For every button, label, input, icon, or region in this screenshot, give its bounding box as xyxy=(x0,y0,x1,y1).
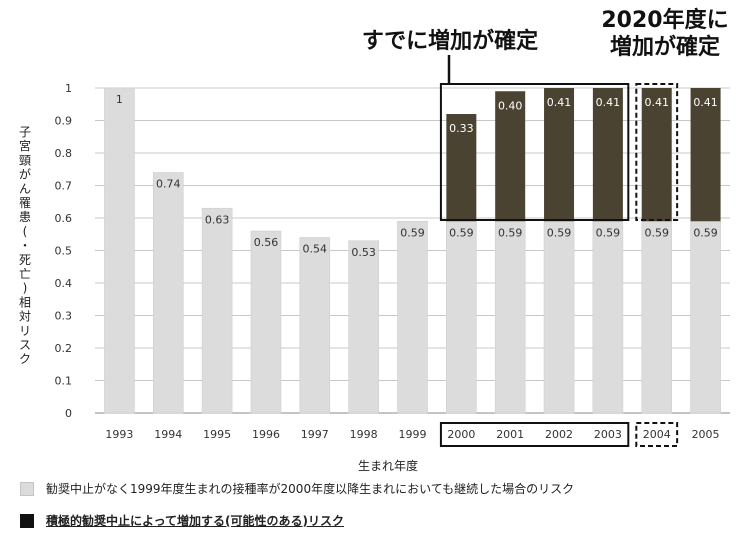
y-axis-label-char: 頸 xyxy=(19,153,31,167)
x-tick-label: 2005 xyxy=(692,428,720,441)
y-axis-label-char: 死 xyxy=(19,253,31,267)
x-tick-label: 1999 xyxy=(399,428,427,441)
data-label: 0.74 xyxy=(156,178,181,191)
y-tick-label: 0.8 xyxy=(55,147,73,160)
y-axis-label-char: 対 xyxy=(19,310,31,324)
y-axis-label-char: ク xyxy=(19,352,31,366)
annotation-box-dashed xyxy=(635,83,679,221)
data-label: 0.41 xyxy=(644,96,669,109)
axes: 0 0.1 0.2 0.3 0.4 0.5 0.6 0.7 0.8 0.9 1 1993 1994 199… xyxy=(55,82,720,441)
x-tick-label: 1993 xyxy=(105,428,133,441)
data-label: 0.59 xyxy=(693,226,718,239)
bar-increased-risk xyxy=(544,88,575,222)
bar-baseline-risk xyxy=(641,220,673,414)
data-label: 0.56 xyxy=(254,236,279,249)
bar-baseline-risk xyxy=(543,220,575,414)
x-tick-label: 2004 xyxy=(643,428,671,441)
data-label: 0.59 xyxy=(449,226,474,239)
data-label: 0.41 xyxy=(596,96,621,109)
legend-item-baseline-risk: 勧奨中止がなく1999年度生まれの接種率が2000年度以降生まれにおいても継続し… xyxy=(20,480,574,497)
data-label: 0.33 xyxy=(449,122,474,135)
bar-increased-risk xyxy=(690,88,721,222)
y-axis-label-char: 宮 xyxy=(19,138,31,153)
legend-item-increased-risk: 積極的勧奨中止によって増加する(可能性のある)リスク xyxy=(20,512,344,529)
data-label: 0.41 xyxy=(547,96,572,109)
annotation-axis-box-dashed xyxy=(635,422,679,447)
bar-baseline-risk xyxy=(299,237,331,414)
bar-baseline-risk xyxy=(446,220,477,414)
data-label: 0.59 xyxy=(547,226,572,239)
data-label: 0.40 xyxy=(498,99,523,112)
y-axis-label-char: 相 xyxy=(19,295,31,309)
x-tick-label: 2000 xyxy=(447,428,475,441)
y-tick-label: 0.3 xyxy=(55,310,73,323)
annotation-title: すでに増加が確定 xyxy=(362,28,538,54)
x-tick-label: 1994 xyxy=(154,428,182,441)
data-label: 0.63 xyxy=(205,213,230,226)
bars: 1 0.74 0.63 0.56 0.54 0.53 0.59 0.59 0.33 0.59 0.4… xyxy=(104,87,721,414)
y-axis-label-char: 亡 xyxy=(19,267,31,281)
bar-increased-risk xyxy=(446,114,477,222)
bar-baseline-risk xyxy=(250,230,282,414)
data-label: 0.59 xyxy=(400,226,425,239)
x-tick-label: 1995 xyxy=(203,428,231,441)
data-label: 0.54 xyxy=(303,243,328,256)
y-axis-label-char: ( xyxy=(23,224,28,238)
bar-baseline-risk xyxy=(152,172,184,414)
y-tick-label: 0 xyxy=(65,407,72,420)
x-tick-label: 1996 xyxy=(252,428,280,441)
bar-baseline-risk xyxy=(397,220,428,414)
y-axis-label-char: ん xyxy=(19,182,31,196)
bar-baseline-risk xyxy=(494,220,526,414)
annotation-title: 増加が確定 xyxy=(610,34,720,60)
y-tick-label: 0.5 xyxy=(55,245,73,258)
y-axis-label-char: ス xyxy=(19,338,31,352)
data-label: 0.59 xyxy=(644,226,669,239)
bar-increased-risk xyxy=(495,91,526,222)
bar-increased-risk xyxy=(592,88,623,222)
y-axis-label: 子宮頸がん罹患(・死亡)相対リスク xyxy=(19,125,31,366)
bar-baseline-risk xyxy=(592,220,624,414)
data-label: 0.59 xyxy=(498,226,523,239)
data-label: 0.53 xyxy=(351,246,376,259)
y-axis-label-char: が xyxy=(19,167,31,182)
legend-label: 積極的勧奨中止によって増加する(可能性のある)リスク xyxy=(46,514,345,528)
y-tick-label: 0.9 xyxy=(55,115,73,128)
x-tick-label: 2003 xyxy=(594,428,622,441)
bar-baseline-risk xyxy=(690,220,721,414)
y-tick-label: 0.7 xyxy=(55,180,73,193)
y-tick-label: 1 xyxy=(65,82,72,95)
y-axis-label-char: 患 xyxy=(19,210,31,224)
bar-baseline-risk xyxy=(104,87,135,414)
bar-baseline-risk xyxy=(201,207,233,414)
legend-swatch-light xyxy=(20,481,34,496)
y-tick-label: 0.4 xyxy=(55,277,73,290)
y-axis-label-char: ) xyxy=(23,281,28,295)
data-label: 1 xyxy=(116,93,123,106)
data-label: 0.41 xyxy=(693,96,718,109)
annotation-axis-box-solid xyxy=(439,422,630,447)
annotation-box-solid xyxy=(439,83,630,221)
x-tick-label: 1998 xyxy=(350,428,378,441)
y-tick-label: 0.6 xyxy=(55,212,73,225)
y-axis-label-char: ・ xyxy=(19,239,31,253)
legend-label: 勧奨中止がなく1999年度生まれの接種率が2000年度以降生まれにおいても継続し… xyxy=(46,482,575,496)
x-axis-label: 生まれ年度 xyxy=(358,458,418,473)
y-axis-label-char: 罹 xyxy=(19,196,31,210)
x-tick-label: 1997 xyxy=(301,428,329,441)
y-tick-label: 0.1 xyxy=(55,375,73,388)
annotation-title: 2020年度に xyxy=(601,7,728,33)
y-tick-label: 0.2 xyxy=(55,342,73,355)
bar-increased-risk xyxy=(641,88,672,222)
x-tick-label: 2001 xyxy=(496,428,524,441)
data-label: 0.59 xyxy=(596,226,621,239)
bar-baseline-risk xyxy=(348,240,379,414)
x-tick-label: 2002 xyxy=(545,428,573,441)
legend-swatch-dark xyxy=(20,513,34,528)
y-axis-label-char: 子 xyxy=(19,125,31,139)
y-axis-label-char: リ xyxy=(19,324,31,338)
